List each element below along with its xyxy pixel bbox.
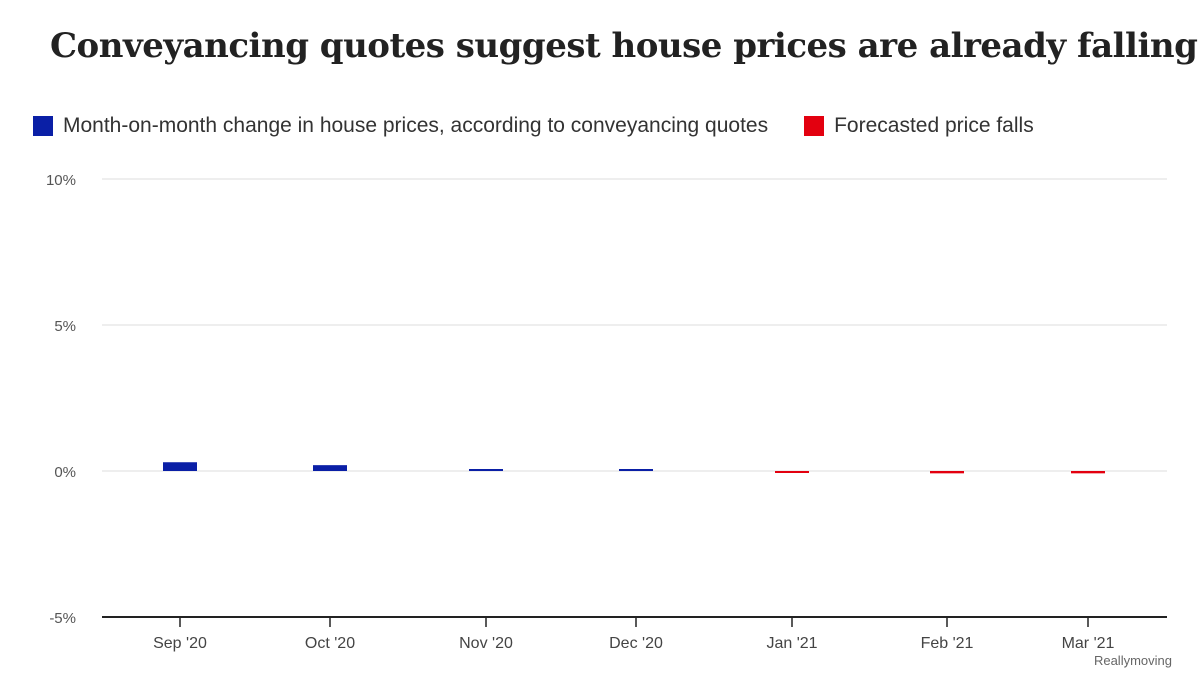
bar-actual <box>469 469 503 471</box>
bar-actual <box>163 462 197 471</box>
chart-title: Conveyancing quotes suggest house prices… <box>50 26 1198 66</box>
bar-forecast <box>930 471 964 474</box>
x-tick-label: Mar '21 <box>1062 635 1115 652</box>
source-label: Reallymoving <box>1093 653 1172 668</box>
legend: Month-on-month change in house prices, a… <box>33 114 1070 138</box>
y-tick-label: 10% <box>46 172 76 189</box>
y-tick-label: 0% <box>54 464 76 481</box>
bar-forecast <box>775 471 809 473</box>
y-tick-label: 5% <box>54 318 76 335</box>
legend-item-forecast: Forecasted price falls <box>804 114 1034 138</box>
x-tick-label: Sep '20 <box>153 635 207 652</box>
y-tick-label: -5% <box>49 610 76 627</box>
bar-actual <box>619 469 653 471</box>
x-tick-label: Nov '20 <box>459 635 513 652</box>
bar-actual <box>313 465 347 471</box>
legend-swatch-forecast <box>804 116 825 136</box>
x-tick-label: Dec '20 <box>609 635 663 652</box>
bar-forecast <box>1071 471 1105 474</box>
x-tick-label: Feb '21 <box>921 635 974 652</box>
legend-swatch-actual <box>33 116 53 136</box>
legend-label-forecast: Forecasted price falls <box>834 114 1034 137</box>
legend-label-actual: Month-on-month change in house prices, a… <box>63 114 769 137</box>
x-tick-label: Oct '20 <box>305 635 355 652</box>
x-tick-label: Jan '21 <box>766 635 817 652</box>
legend-item-actual: Month-on-month change in house prices, a… <box>33 114 768 138</box>
